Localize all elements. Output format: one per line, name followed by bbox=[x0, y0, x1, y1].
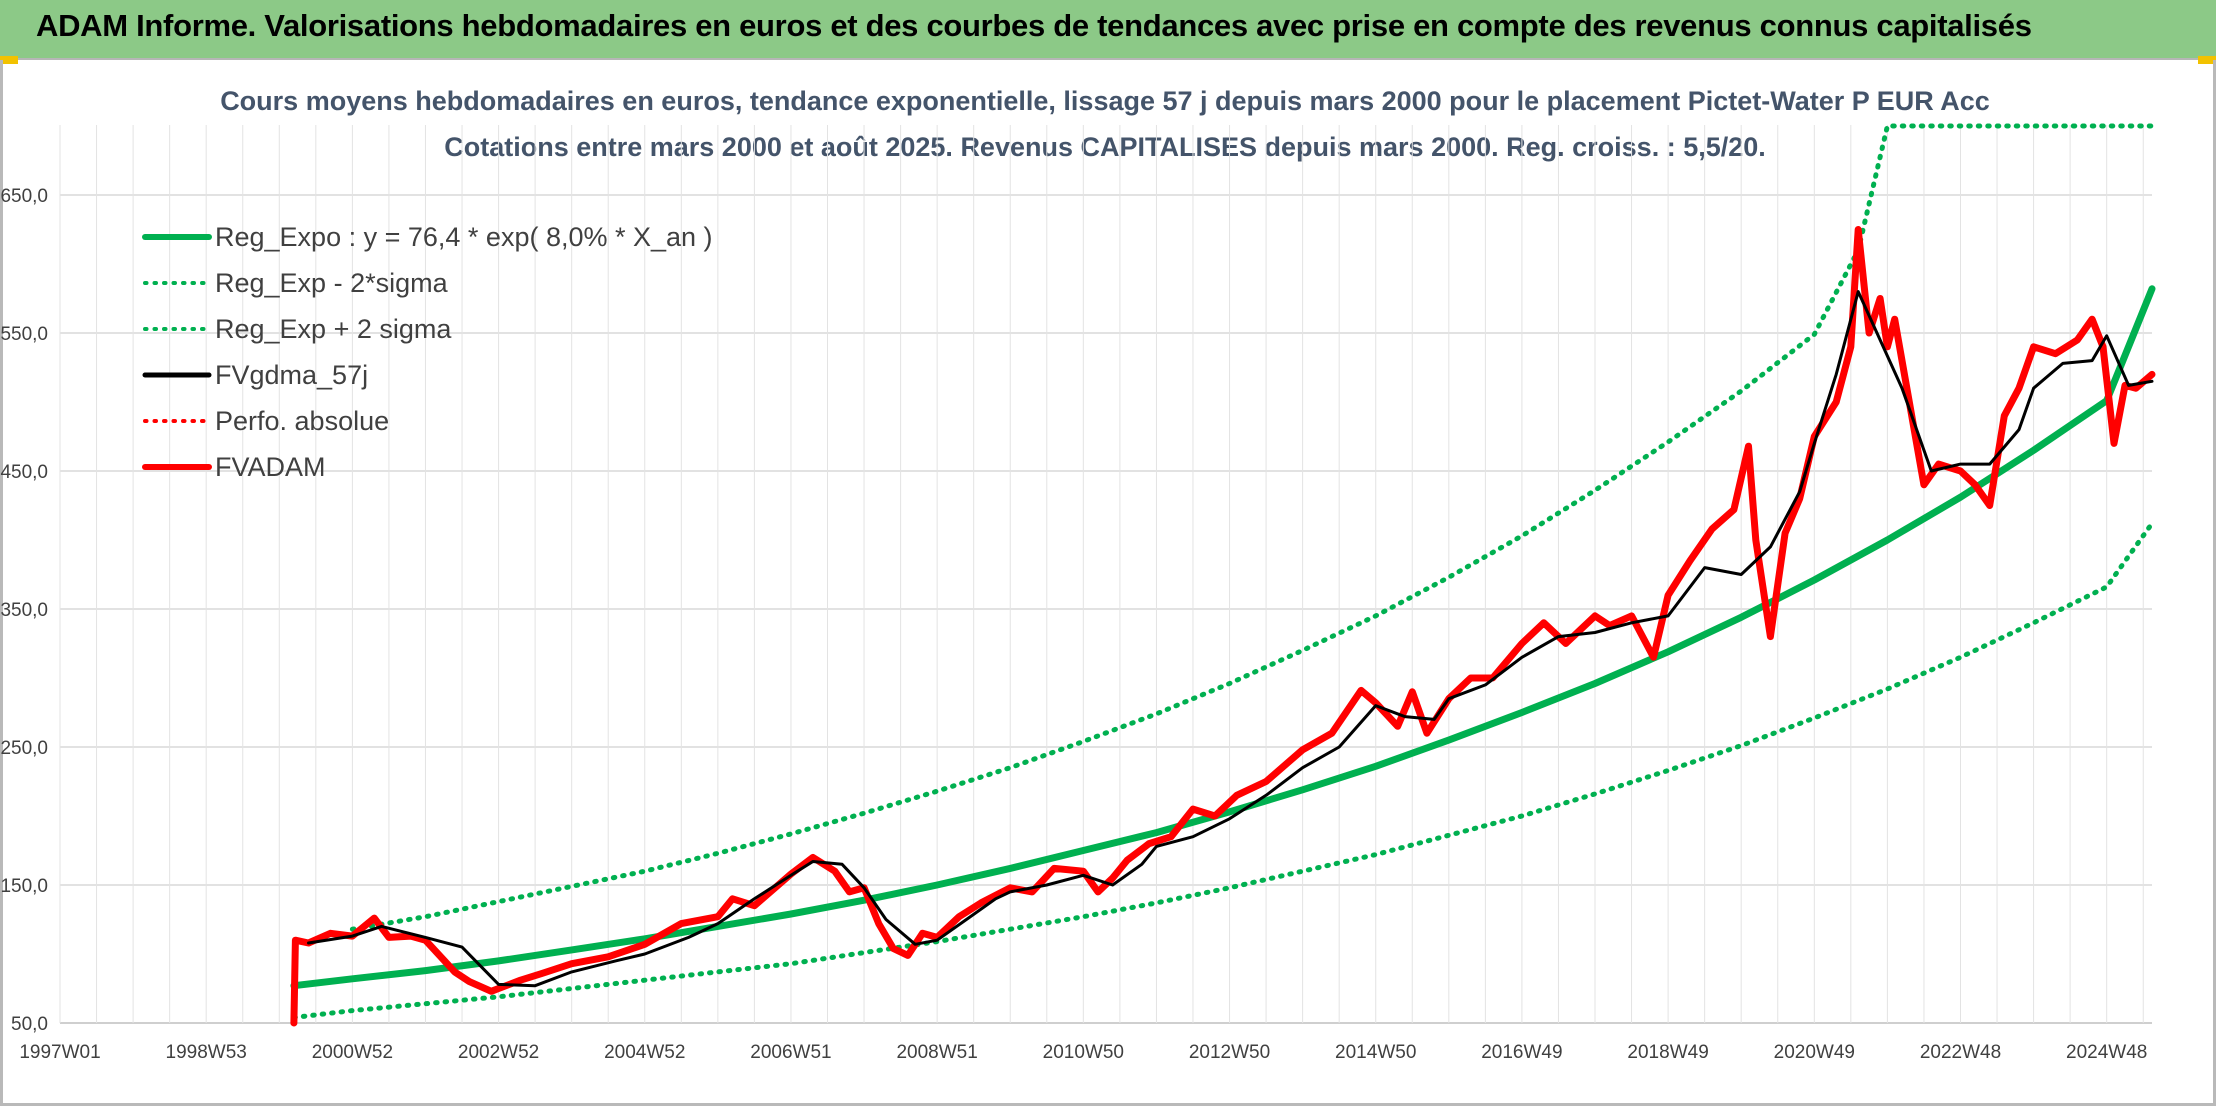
series-line-3 bbox=[307, 290, 2154, 988]
trend-chart: Cours moyens hebdomadaires en euros, ten… bbox=[0, 86, 2156, 1063]
x-tick-label: 2010W50 bbox=[1043, 1042, 1124, 1063]
x-tick-label: 1997W01 bbox=[19, 1042, 100, 1063]
report-banner: ADAM Informe. Valorisations hebdomadaire… bbox=[0, 0, 2216, 60]
chart-legend: Reg_Expo : y = 76,4 * exp( 8,0% * X_an )… bbox=[142, 222, 713, 482]
x-tick-label: 2022W48 bbox=[1920, 1042, 2001, 1063]
legend-label: Reg_Exp - 2*sigma bbox=[215, 268, 449, 298]
frame-left-border bbox=[0, 60, 3, 1106]
corner-marker-left bbox=[0, 56, 18, 64]
y-tick-label: 550,0 bbox=[0, 324, 48, 345]
y-tick-label: 450,0 bbox=[0, 462, 48, 483]
series-line-1 bbox=[291, 520, 2155, 1020]
y-tick-label: 150,0 bbox=[0, 876, 48, 897]
y-tick-label: 50,0 bbox=[11, 1014, 48, 1035]
y-tick-label: 650,0 bbox=[0, 186, 48, 207]
x-tick-label: 2016W49 bbox=[1481, 1042, 1562, 1063]
x-tick-label: 2018W49 bbox=[1627, 1042, 1708, 1063]
chart-title: Cours moyens hebdomadaires en euros, ten… bbox=[220, 86, 1990, 116]
y-tick-label: 350,0 bbox=[0, 600, 48, 621]
legend-label: FVADAM bbox=[215, 452, 326, 482]
legend-label: Reg_Exp + 2 sigma bbox=[215, 314, 452, 344]
chart-subtitle: Cotations entre mars 2000 et août 2025. … bbox=[444, 132, 1766, 162]
x-tick-label: 2024W48 bbox=[2066, 1042, 2147, 1063]
grid-lines bbox=[59, 125, 2152, 1024]
legend-label: Perfo. absolue bbox=[215, 406, 389, 436]
x-tick-label: 2014W50 bbox=[1335, 1042, 1416, 1063]
x-tick-label: 1998W53 bbox=[166, 1042, 247, 1063]
y-axis: 50,0 150,0 250,0 350,0 450,0 550,0 650,0 bbox=[0, 186, 48, 1035]
series-line-0 bbox=[290, 285, 2156, 990]
x-tick-label: 2000W52 bbox=[312, 1042, 393, 1063]
series-line-5 bbox=[290, 226, 2156, 1027]
series-line-2 bbox=[349, 123, 2155, 932]
frame-right-border bbox=[2213, 60, 2216, 1106]
frame-bottom-border bbox=[0, 1103, 2216, 1106]
x-tick-label: 2002W52 bbox=[458, 1042, 539, 1063]
x-tick-label: 2012W50 bbox=[1189, 1042, 1270, 1063]
x-tick-label: 2008W51 bbox=[896, 1042, 977, 1063]
x-tick-label: 2020W49 bbox=[1774, 1042, 1855, 1063]
legend-label: FVgdma_57j bbox=[215, 360, 368, 390]
x-tick-label: 2004W52 bbox=[604, 1042, 685, 1063]
corner-marker-right bbox=[2198, 56, 2216, 64]
report-title: ADAM Informe. Valorisations hebdomadaire… bbox=[36, 8, 2032, 43]
series-lines bbox=[290, 123, 2156, 1027]
x-axis: 1997W01 1998W53 2000W52 2002W52 2004W52 2006W… bbox=[19, 1042, 2147, 1063]
legend-label: Reg_Expo : y = 76,4 * exp( 8,0% * X_an ) bbox=[215, 222, 713, 252]
y-tick-label: 250,0 bbox=[0, 738, 48, 759]
x-tick-label: 2006W51 bbox=[750, 1042, 831, 1063]
